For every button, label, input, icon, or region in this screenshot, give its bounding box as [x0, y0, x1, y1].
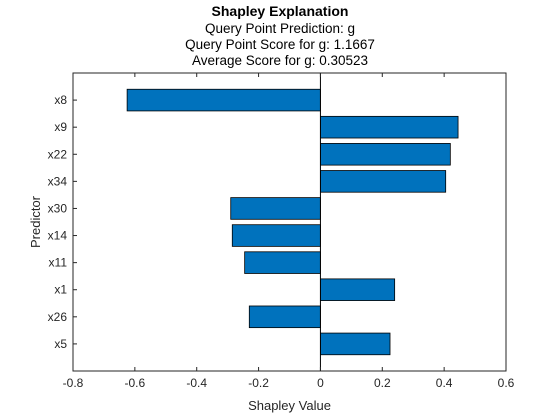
y-tick-label-x26: x26: [48, 310, 68, 324]
bar-x14: [231, 224, 321, 247]
x-tick-label: -0.8: [63, 376, 84, 390]
bar-x5: [320, 332, 391, 356]
x-axis-label: Shapley Value: [248, 398, 331, 413]
chart-subtitle-query-score: Query Point Score for g: 1.1667: [185, 37, 375, 52]
y-tick-label-x5: x5: [54, 337, 67, 351]
y-tick-label-x34: x34: [48, 174, 68, 188]
chart-title: Shapley Explanation: [211, 3, 349, 19]
y-tick-label-x14: x14: [48, 229, 68, 243]
bars-group: [126, 73, 459, 371]
bar-x34: [320, 170, 447, 193]
y-axis-label: Predictor: [28, 195, 43, 248]
bar-x1: [320, 278, 396, 301]
y-tick-label-x1: x1: [54, 283, 67, 297]
bar-x9: [320, 115, 459, 139]
x-tick-label: -0.6: [125, 376, 146, 390]
x-tick-label: 0.4: [436, 376, 453, 390]
y-tick-label-x30: x30: [48, 201, 68, 215]
ticks-group: x8 x9 x22 x34 x30 x14 x11 x1 x26 x5 -0.8 -0.6 -0.4 -0…: [48, 73, 515, 390]
y-tick-label-x9: x9: [54, 120, 67, 134]
bar-x8: [126, 88, 321, 112]
y-tick-label-x22: x22: [48, 147, 68, 161]
x-tick-label: -0.2: [248, 376, 269, 390]
chart-subtitle-prediction: Query Point Prediction: g: [204, 21, 356, 36]
x-tick-label: 0.6: [498, 376, 515, 390]
bar-x30: [230, 197, 321, 220]
bar-x22: [320, 143, 451, 166]
x-tick-label: -0.4: [186, 376, 207, 390]
y-tick-label-x8: x8: [54, 93, 67, 107]
x-tick-label: 0: [317, 376, 324, 390]
bar-x11: [244, 251, 321, 274]
y-tick-label-x11: x11: [49, 256, 68, 270]
bar-x26: [248, 305, 321, 329]
x-tick-label: 0.2: [374, 376, 391, 390]
chart-subtitle-average-score: Average Score for g: 0.30523: [191, 53, 369, 68]
